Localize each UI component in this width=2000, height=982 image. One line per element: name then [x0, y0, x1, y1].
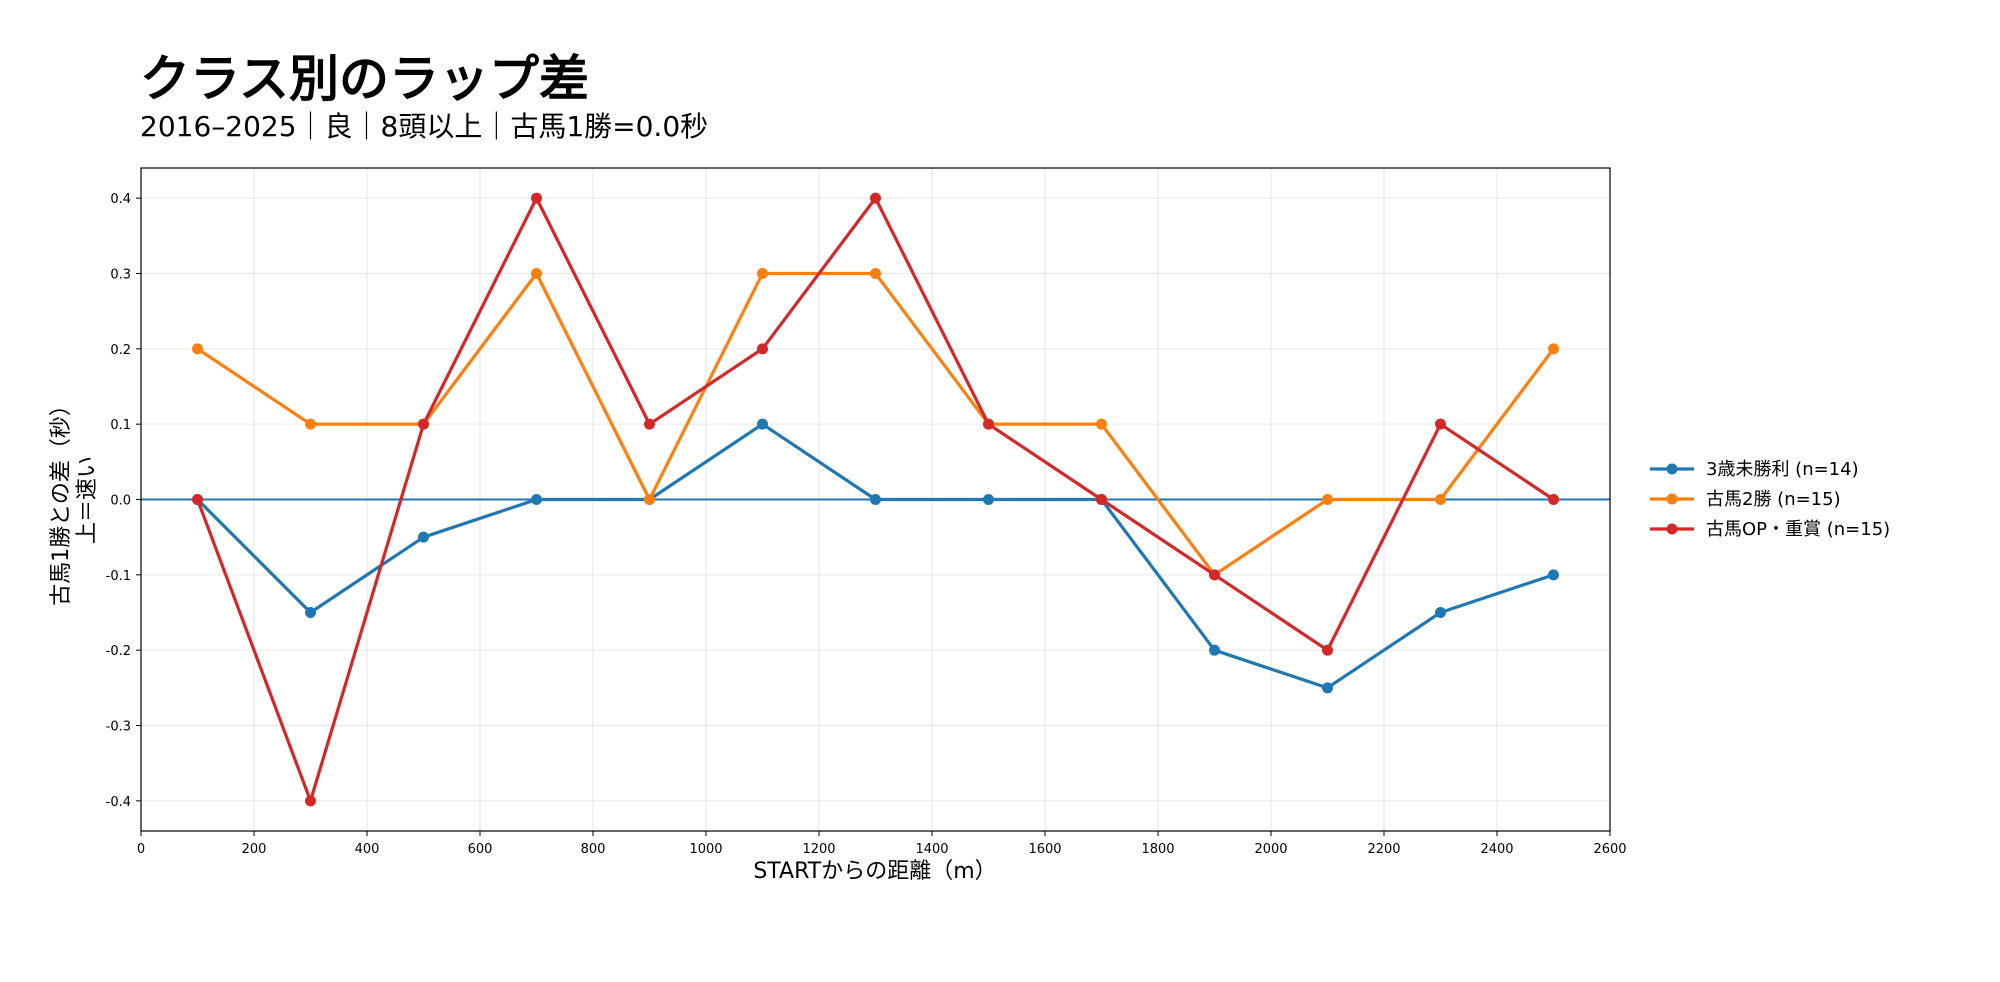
chart-title: クラス別のラップ差	[140, 50, 589, 108]
data-point	[1322, 682, 1333, 694]
data-point	[757, 418, 768, 430]
data-point	[418, 531, 429, 543]
series-0	[192, 418, 1559, 694]
x-tick-label: 2400	[1480, 842, 1513, 857]
data-point	[1548, 569, 1559, 581]
legend-marker	[1666, 523, 1678, 535]
x-tick-label: 1200	[802, 842, 835, 857]
legend-label: 3歳未勝利 (n=14)	[1706, 459, 1859, 480]
x-tick-label: 800	[581, 842, 606, 857]
data-point	[531, 267, 542, 279]
y-tick-label: -0.1	[106, 569, 131, 584]
y-tick-label: 0.2	[110, 343, 131, 358]
legend-label: 古馬2勝 (n=15)	[1706, 489, 1841, 510]
x-tick-label: 1600	[1028, 842, 1061, 857]
x-tick-label: 1400	[915, 842, 948, 857]
y-tick-label: -0.3	[106, 720, 131, 735]
x-tick-label: 1800	[1141, 842, 1174, 857]
y-axis-label: 古馬1勝との差（秒）	[49, 394, 74, 606]
x-tick-label: 0	[137, 842, 145, 857]
legend: 3歳未勝利 (n=14) 古馬2勝 (n=15) 古馬OP・重賞 (n=15)	[1650, 459, 1890, 540]
y-tick-label: 0.3	[110, 267, 131, 282]
legend-marker	[1666, 493, 1678, 505]
data-point	[1435, 607, 1446, 619]
legend-item: 古馬2勝 (n=15)	[1650, 489, 1841, 510]
chart-subtitle: 2016–2025｜良｜8頭以上｜古馬1勝=0.0秒	[140, 110, 708, 143]
legend-label: 古馬OP・重賞 (n=15)	[1706, 519, 1890, 540]
data-point	[531, 192, 542, 204]
y-tick-label: 0.4	[110, 192, 131, 207]
data-point	[983, 494, 994, 505]
data-point	[1435, 418, 1446, 430]
data-point	[757, 267, 768, 279]
legend-item: 古馬OP・重賞 (n=15)	[1650, 519, 1890, 540]
data-point	[1096, 418, 1107, 430]
series-line	[196, 422, 1555, 690]
x-tick-label: 600	[468, 842, 493, 857]
data-point	[305, 607, 316, 619]
series-group	[192, 192, 1559, 807]
x-axis-label: STARTからの距離（m）	[753, 859, 996, 884]
legend-marker	[1666, 463, 1678, 475]
y-tick-label: 0.0	[110, 494, 131, 509]
x-tick-label: 2600	[1593, 842, 1626, 857]
data-point	[1209, 644, 1220, 656]
data-point	[192, 343, 203, 355]
x-tick-label: 400	[355, 842, 380, 857]
data-point	[644, 418, 655, 430]
data-point	[192, 494, 203, 505]
data-point	[1209, 569, 1220, 581]
data-point	[1096, 494, 1107, 505]
data-point	[870, 192, 881, 204]
y-tick-label: 0.1	[110, 418, 131, 433]
data-point	[644, 494, 655, 505]
data-point	[305, 418, 316, 430]
x-tick-label: 2200	[1367, 842, 1400, 857]
y-tick-label: -0.2	[106, 644, 131, 659]
data-point	[983, 418, 994, 430]
data-point	[1548, 494, 1559, 505]
data-point	[1322, 494, 1333, 505]
data-point	[870, 267, 881, 279]
data-point	[418, 418, 429, 430]
data-point	[1548, 343, 1559, 355]
legend-item: 3歳未勝利 (n=14)	[1650, 459, 1859, 480]
data-point	[1322, 644, 1333, 656]
data-point	[305, 795, 316, 807]
x-axis-ticks: 0 200 400 600 800 1000 1200 1400 1600 1800 2000 220…	[137, 831, 1627, 857]
y-axis-label-group: 古馬1勝との差（秒） 上＝速い	[49, 394, 100, 606]
y-tick-label: -0.4	[106, 795, 131, 810]
data-point	[870, 494, 881, 505]
x-tick-label: 200	[242, 842, 267, 857]
x-tick-label: 2000	[1254, 842, 1287, 857]
series-2	[192, 192, 1559, 807]
y-axis-label-note: 上＝速い	[75, 456, 100, 544]
data-point	[1435, 494, 1446, 505]
data-point	[757, 343, 768, 355]
data-point	[531, 494, 542, 505]
x-tick-label: 1000	[689, 842, 722, 857]
y-axis-ticks: -0.4 -0.3 -0.2 -0.1 0.0 0.1 0.2 0.3 0.4	[106, 192, 141, 810]
